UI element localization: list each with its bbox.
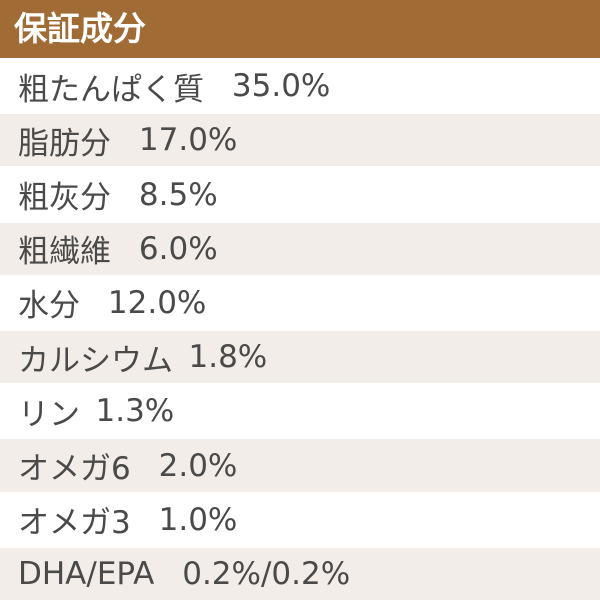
table-row: オメガ3 1.0% bbox=[0, 491, 600, 546]
nutrient-label: 粗たんぱく質 bbox=[18, 71, 204, 108]
nutrient-label: DHA/EPA bbox=[18, 555, 155, 592]
nutrient-value: 17.0% bbox=[138, 122, 238, 159]
nutrient-label: カルシウム bbox=[18, 342, 173, 379]
nutrient-label: リン bbox=[18, 396, 80, 433]
nutrient-label: 水分 bbox=[18, 288, 80, 325]
table-row: DHA/EPA 0.2%/0.2% bbox=[0, 545, 600, 600]
nutrient-value: 1.3% bbox=[95, 393, 175, 430]
nutrient-label: オメガ6 bbox=[18, 451, 131, 488]
nutrient-value: 12.0% bbox=[107, 284, 207, 321]
table-row: オメガ6 2.0% bbox=[0, 437, 600, 492]
nutrient-value: 1.0% bbox=[158, 501, 238, 538]
nutrient-value: 6.0% bbox=[138, 230, 218, 267]
nutrient-label: 脂肪分 bbox=[18, 125, 111, 162]
table-row: リン 1.3% bbox=[0, 383, 600, 438]
nutrient-value: 0.2%/0.2% bbox=[182, 555, 351, 592]
nutrient-value: 35.0% bbox=[231, 68, 331, 105]
nutrient-label: オメガ3 bbox=[18, 505, 131, 542]
table-row: 粗繊維 6.0% bbox=[0, 220, 600, 275]
nutrient-value: 1.8% bbox=[188, 339, 268, 376]
nutrient-value: 8.5% bbox=[138, 176, 218, 213]
table-row: 粗灰分 8.5% bbox=[0, 166, 600, 221]
table-row: 粗たんぱく質 35.0% bbox=[0, 58, 600, 113]
table-row: 脂肪分 17.0% bbox=[0, 112, 600, 167]
table-row: 水分 12.0% bbox=[0, 274, 600, 330]
nutrient-table: 粗たんぱく質 35.0% 脂肪分 17.0% 粗灰分 8.5% 粗繊維 6.0% 水分 1… bbox=[0, 58, 600, 600]
nutrient-value: 2.0% bbox=[158, 447, 238, 484]
nutrient-label: 粗灰分 bbox=[18, 180, 111, 216]
table-row: カルシウム 1.8% bbox=[0, 329, 600, 384]
table-title: 保証成分 bbox=[0, 0, 600, 58]
nutrient-label: 粗繊維 bbox=[18, 234, 111, 271]
